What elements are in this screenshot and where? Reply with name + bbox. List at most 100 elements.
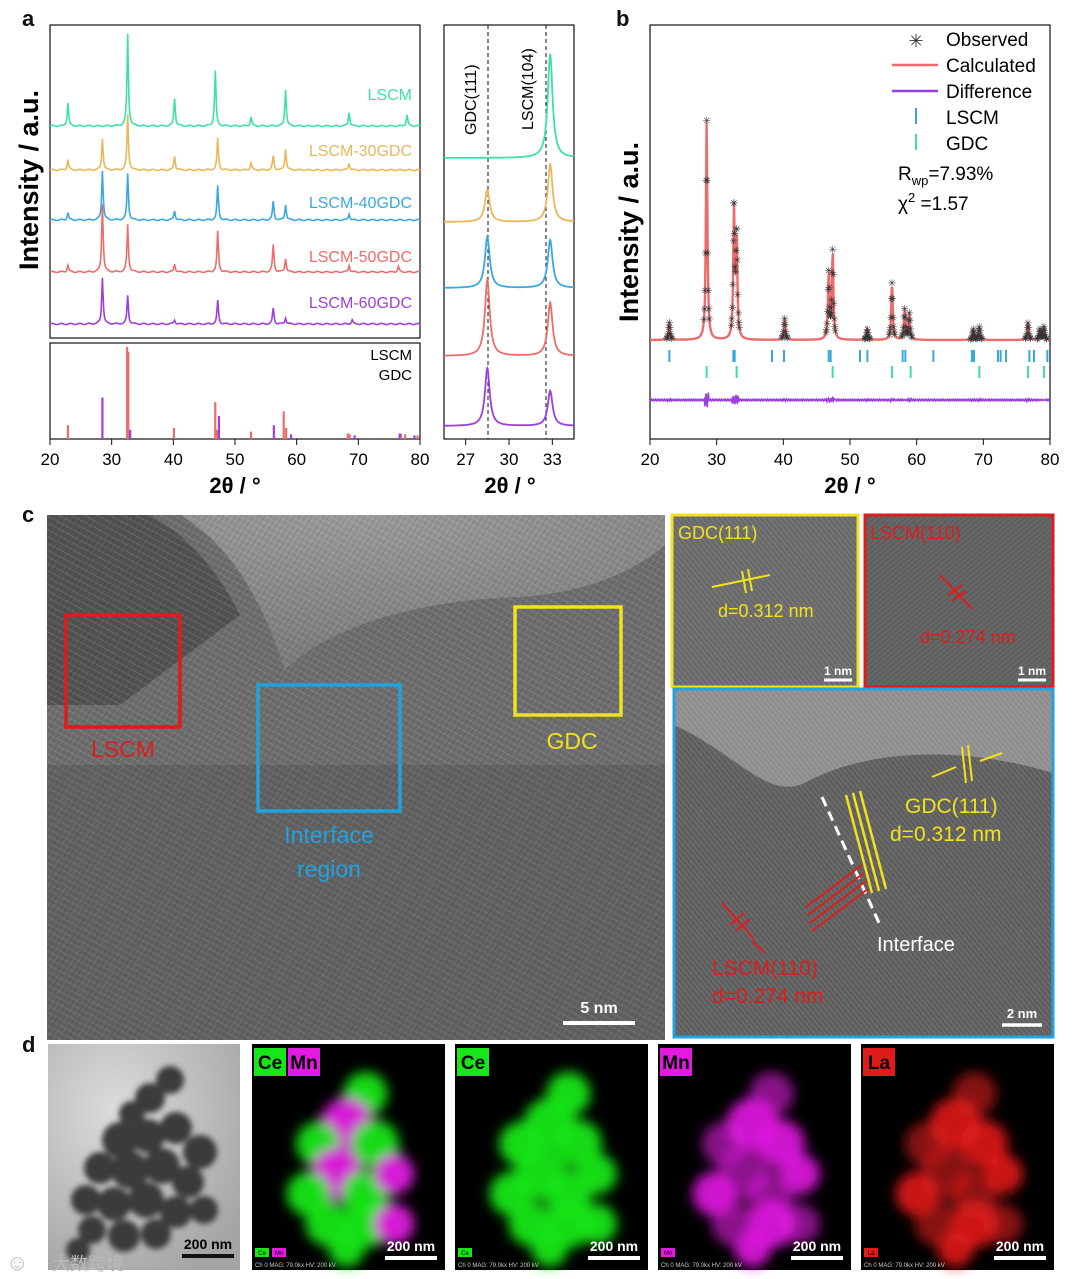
observed-point: ✳ <box>862 331 870 342</box>
zoom-tick-label-27: 27 <box>456 450 475 469</box>
observed-point: ✳ <box>971 333 979 344</box>
observed-point: ✳ <box>824 266 832 277</box>
scale-text-main: 5 nm <box>580 1000 617 1017</box>
xrd-series-lscm-60gdc <box>49 277 421 326</box>
observed-point: ✳ <box>1038 332 1046 343</box>
observed-point: ✳ <box>1039 326 1047 337</box>
observed-point: ✳ <box>967 334 975 345</box>
observed-point: ✳ <box>968 333 976 344</box>
eds-blob <box>983 1154 1023 1194</box>
label-gdc-region: GDC <box>546 728 597 754</box>
inset-gdc-spacing: d=0.312 nm <box>718 601 814 621</box>
observed-point: ✳ <box>1034 334 1042 345</box>
series-label-lscm-40gdc: LSCM-40GDC <box>309 195 412 212</box>
observed-point: ✳ <box>890 328 898 339</box>
observed-point: ✳ <box>1022 332 1030 343</box>
eds-blob <box>374 1204 414 1244</box>
ref-legend-gdc: GDC <box>379 367 413 384</box>
observed-point: ✳ <box>732 225 740 236</box>
legend-calculated: Calculated <box>946 56 1036 77</box>
element-tag-mn <box>288 1048 320 1076</box>
observed-point: ✳ <box>830 299 838 310</box>
observed-point: ✳ <box>1025 329 1033 340</box>
observed-point: ✳ <box>864 328 872 339</box>
x-tick-label-60: 60 <box>287 450 306 469</box>
interface-lscm-spacing: d=0.274 nm <box>712 985 824 1008</box>
eds-map-2: Mn Mn Ch 0 MAG: 79.0kx HV: 200 kV 200 nm <box>658 1044 851 1270</box>
observed-point: ✳ <box>782 331 790 342</box>
b-tick-label-50: 50 <box>841 450 860 469</box>
eds-blob <box>780 1204 820 1244</box>
xrd-chart-zoom: GDC(111) LSCM(104) 27 30 33 2θ / ° <box>443 24 575 498</box>
observed-point: ✳ <box>1023 323 1031 334</box>
observed-point: ✳ <box>704 286 712 297</box>
eds-footer: Ch 0 MAG: 79.0kx HV: 200 kV <box>661 1263 742 1269</box>
observed-point: ✳ <box>889 323 897 334</box>
mini-tag-text: Ce <box>258 1251 266 1257</box>
hrtem-panel: LSCM Interface region GDC 5 nm GDC(111) … <box>47 513 1055 1040</box>
observed-point: ✳ <box>864 331 872 342</box>
observed-point: ✳ <box>826 308 834 319</box>
element-tag-text-mn: Mn <box>662 1053 689 1074</box>
element-tag-ce <box>457 1048 489 1076</box>
observed-point: ✳ <box>778 333 786 344</box>
annotation-gdc-111: GDC(111) <box>463 64 480 135</box>
inset-interface: GDC(111) d=0.312 nm Interface LSCM(110) … <box>672 687 1055 1039</box>
observed-point: ✳ <box>1023 329 1031 340</box>
eds-scale-text: 200 nm <box>996 1238 1044 1254</box>
zoom-series-lscm-50gdc <box>444 276 574 357</box>
observed-point: ✳ <box>731 263 739 274</box>
mini-tag-mn <box>661 1248 675 1257</box>
label-lscm-region: LSCM <box>91 736 155 762</box>
observed-point: ✳ <box>978 335 986 346</box>
observed-point: ✳ <box>1035 331 1043 342</box>
observed-point: ✳ <box>974 333 982 344</box>
eds-scale-text: 200 nm <box>590 1238 638 1254</box>
observed-point: ✳ <box>828 245 836 256</box>
observed-point: ✳ <box>1038 331 1046 342</box>
observed-point: ✳ <box>730 199 738 210</box>
zoom-series-lscm-40gdc <box>444 234 574 289</box>
eds-blob <box>937 1231 974 1267</box>
observed-point: ✳ <box>666 323 674 334</box>
observed-point: ✳ <box>866 335 874 346</box>
observed-point: ✳ <box>826 312 834 323</box>
observed-point: ✳ <box>976 326 984 337</box>
observed-point: ✳ <box>862 333 870 344</box>
observed-point: ✳ <box>902 328 910 339</box>
observed-point: ✳ <box>889 313 897 324</box>
observed-point: ✳ <box>783 334 791 345</box>
observed-point: ✳ <box>732 246 740 257</box>
observed-point: ✳ <box>1041 333 1049 344</box>
observed-point: ✳ <box>827 308 835 319</box>
observed-point: ✳ <box>885 330 893 341</box>
panel-label-a: a <box>22 6 35 31</box>
observed-point: ✳ <box>975 326 983 337</box>
inset-lscm-spacing: d=0.274 nm <box>920 627 1016 647</box>
observed-point: ✳ <box>903 329 911 340</box>
observed-point: ✳ <box>702 176 710 187</box>
watermark: ☺ 大数跨境 <box>6 1250 124 1275</box>
observed-point: ✳ <box>902 322 910 333</box>
observed-point: ✳ <box>899 323 907 334</box>
observed-point: ✳ <box>729 236 737 247</box>
ref-legend-lscm: LSCM <box>370 347 412 364</box>
observed-point: ✳ <box>1040 326 1048 337</box>
observed-point: ✳ <box>731 263 739 274</box>
observed-point: ✳ <box>665 318 673 329</box>
element-tag-text-ce: Ce <box>461 1053 485 1074</box>
observed-point: ✳ <box>888 294 896 305</box>
observed-point: ✳ <box>732 225 740 236</box>
observed-point: ✳ <box>974 330 982 341</box>
observed-point: ✳ <box>1037 330 1045 341</box>
legend-difference: Difference <box>946 82 1032 103</box>
box-lscm-region <box>64 613 182 729</box>
observed-point: ✳ <box>908 333 916 344</box>
x-ticks-b: 20 30 40 50 60 70 80 <box>641 439 1059 469</box>
xrd-chart-main: Intensity / a.u. LSCM LSCM-30GDC LSCM-40GD… <box>14 24 429 498</box>
observed-point: ✳ <box>733 255 741 266</box>
rietveld-chart: Intensity / a.u. ✳✳✳✳✳✳✳✳✳✳✳✳✳✳✳✳✳✳✳✳✳✳✳… <box>614 24 1059 498</box>
observed-point: ✳ <box>902 327 910 338</box>
calculated-curve <box>650 122 1051 342</box>
observed-point: ✳ <box>1025 332 1033 343</box>
